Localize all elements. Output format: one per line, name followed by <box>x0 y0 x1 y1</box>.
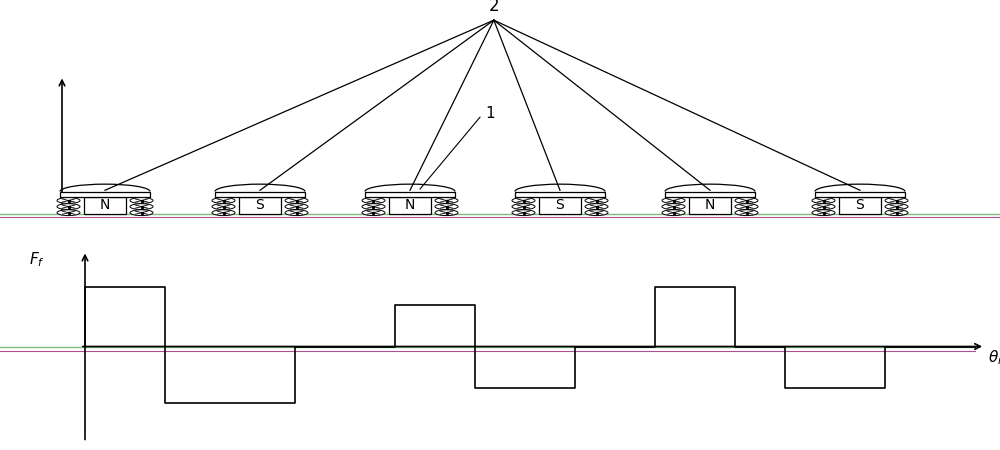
Circle shape <box>885 204 908 210</box>
Circle shape <box>735 198 758 203</box>
Bar <box>60 192 150 197</box>
Circle shape <box>285 204 308 210</box>
Text: N: N <box>100 198 110 212</box>
Text: S: S <box>856 198 864 212</box>
Circle shape <box>435 210 458 216</box>
Text: 1: 1 <box>485 106 495 121</box>
Bar <box>365 192 455 197</box>
Text: 2: 2 <box>489 0 499 15</box>
Bar <box>815 192 905 197</box>
Circle shape <box>812 204 835 210</box>
Circle shape <box>585 198 608 203</box>
Text: N: N <box>405 198 415 212</box>
Circle shape <box>362 210 385 216</box>
Circle shape <box>212 198 235 203</box>
Circle shape <box>362 204 385 210</box>
Circle shape <box>57 204 80 210</box>
Text: S: S <box>556 198 564 212</box>
Bar <box>239 197 281 214</box>
Bar <box>84 197 126 214</box>
Circle shape <box>662 210 685 216</box>
Circle shape <box>512 210 535 216</box>
Circle shape <box>285 198 308 203</box>
Bar <box>515 192 605 197</box>
Circle shape <box>435 198 458 203</box>
Circle shape <box>212 204 235 210</box>
Circle shape <box>735 204 758 210</box>
Circle shape <box>130 198 153 203</box>
Text: $F_f$: $F_f$ <box>29 250 45 269</box>
Circle shape <box>885 198 908 203</box>
Text: $\theta_r$: $\theta_r$ <box>988 348 1000 367</box>
Text: S: S <box>256 198 264 212</box>
Circle shape <box>735 210 758 216</box>
Circle shape <box>362 198 385 203</box>
Circle shape <box>512 204 535 210</box>
Circle shape <box>57 198 80 203</box>
Circle shape <box>435 204 458 210</box>
Circle shape <box>57 210 80 216</box>
Bar <box>839 197 881 214</box>
Circle shape <box>812 210 835 216</box>
Circle shape <box>212 210 235 216</box>
Circle shape <box>130 204 153 210</box>
Bar <box>539 197 581 214</box>
Circle shape <box>585 210 608 216</box>
Circle shape <box>885 210 908 216</box>
Circle shape <box>512 198 535 203</box>
Circle shape <box>812 198 835 203</box>
Text: N: N <box>705 198 715 212</box>
Bar <box>665 192 755 197</box>
Circle shape <box>285 210 308 216</box>
Bar <box>389 197 431 214</box>
Bar <box>689 197 731 214</box>
Bar <box>215 192 305 197</box>
Circle shape <box>585 204 608 210</box>
Circle shape <box>130 210 153 216</box>
Circle shape <box>662 198 685 203</box>
Circle shape <box>662 204 685 210</box>
